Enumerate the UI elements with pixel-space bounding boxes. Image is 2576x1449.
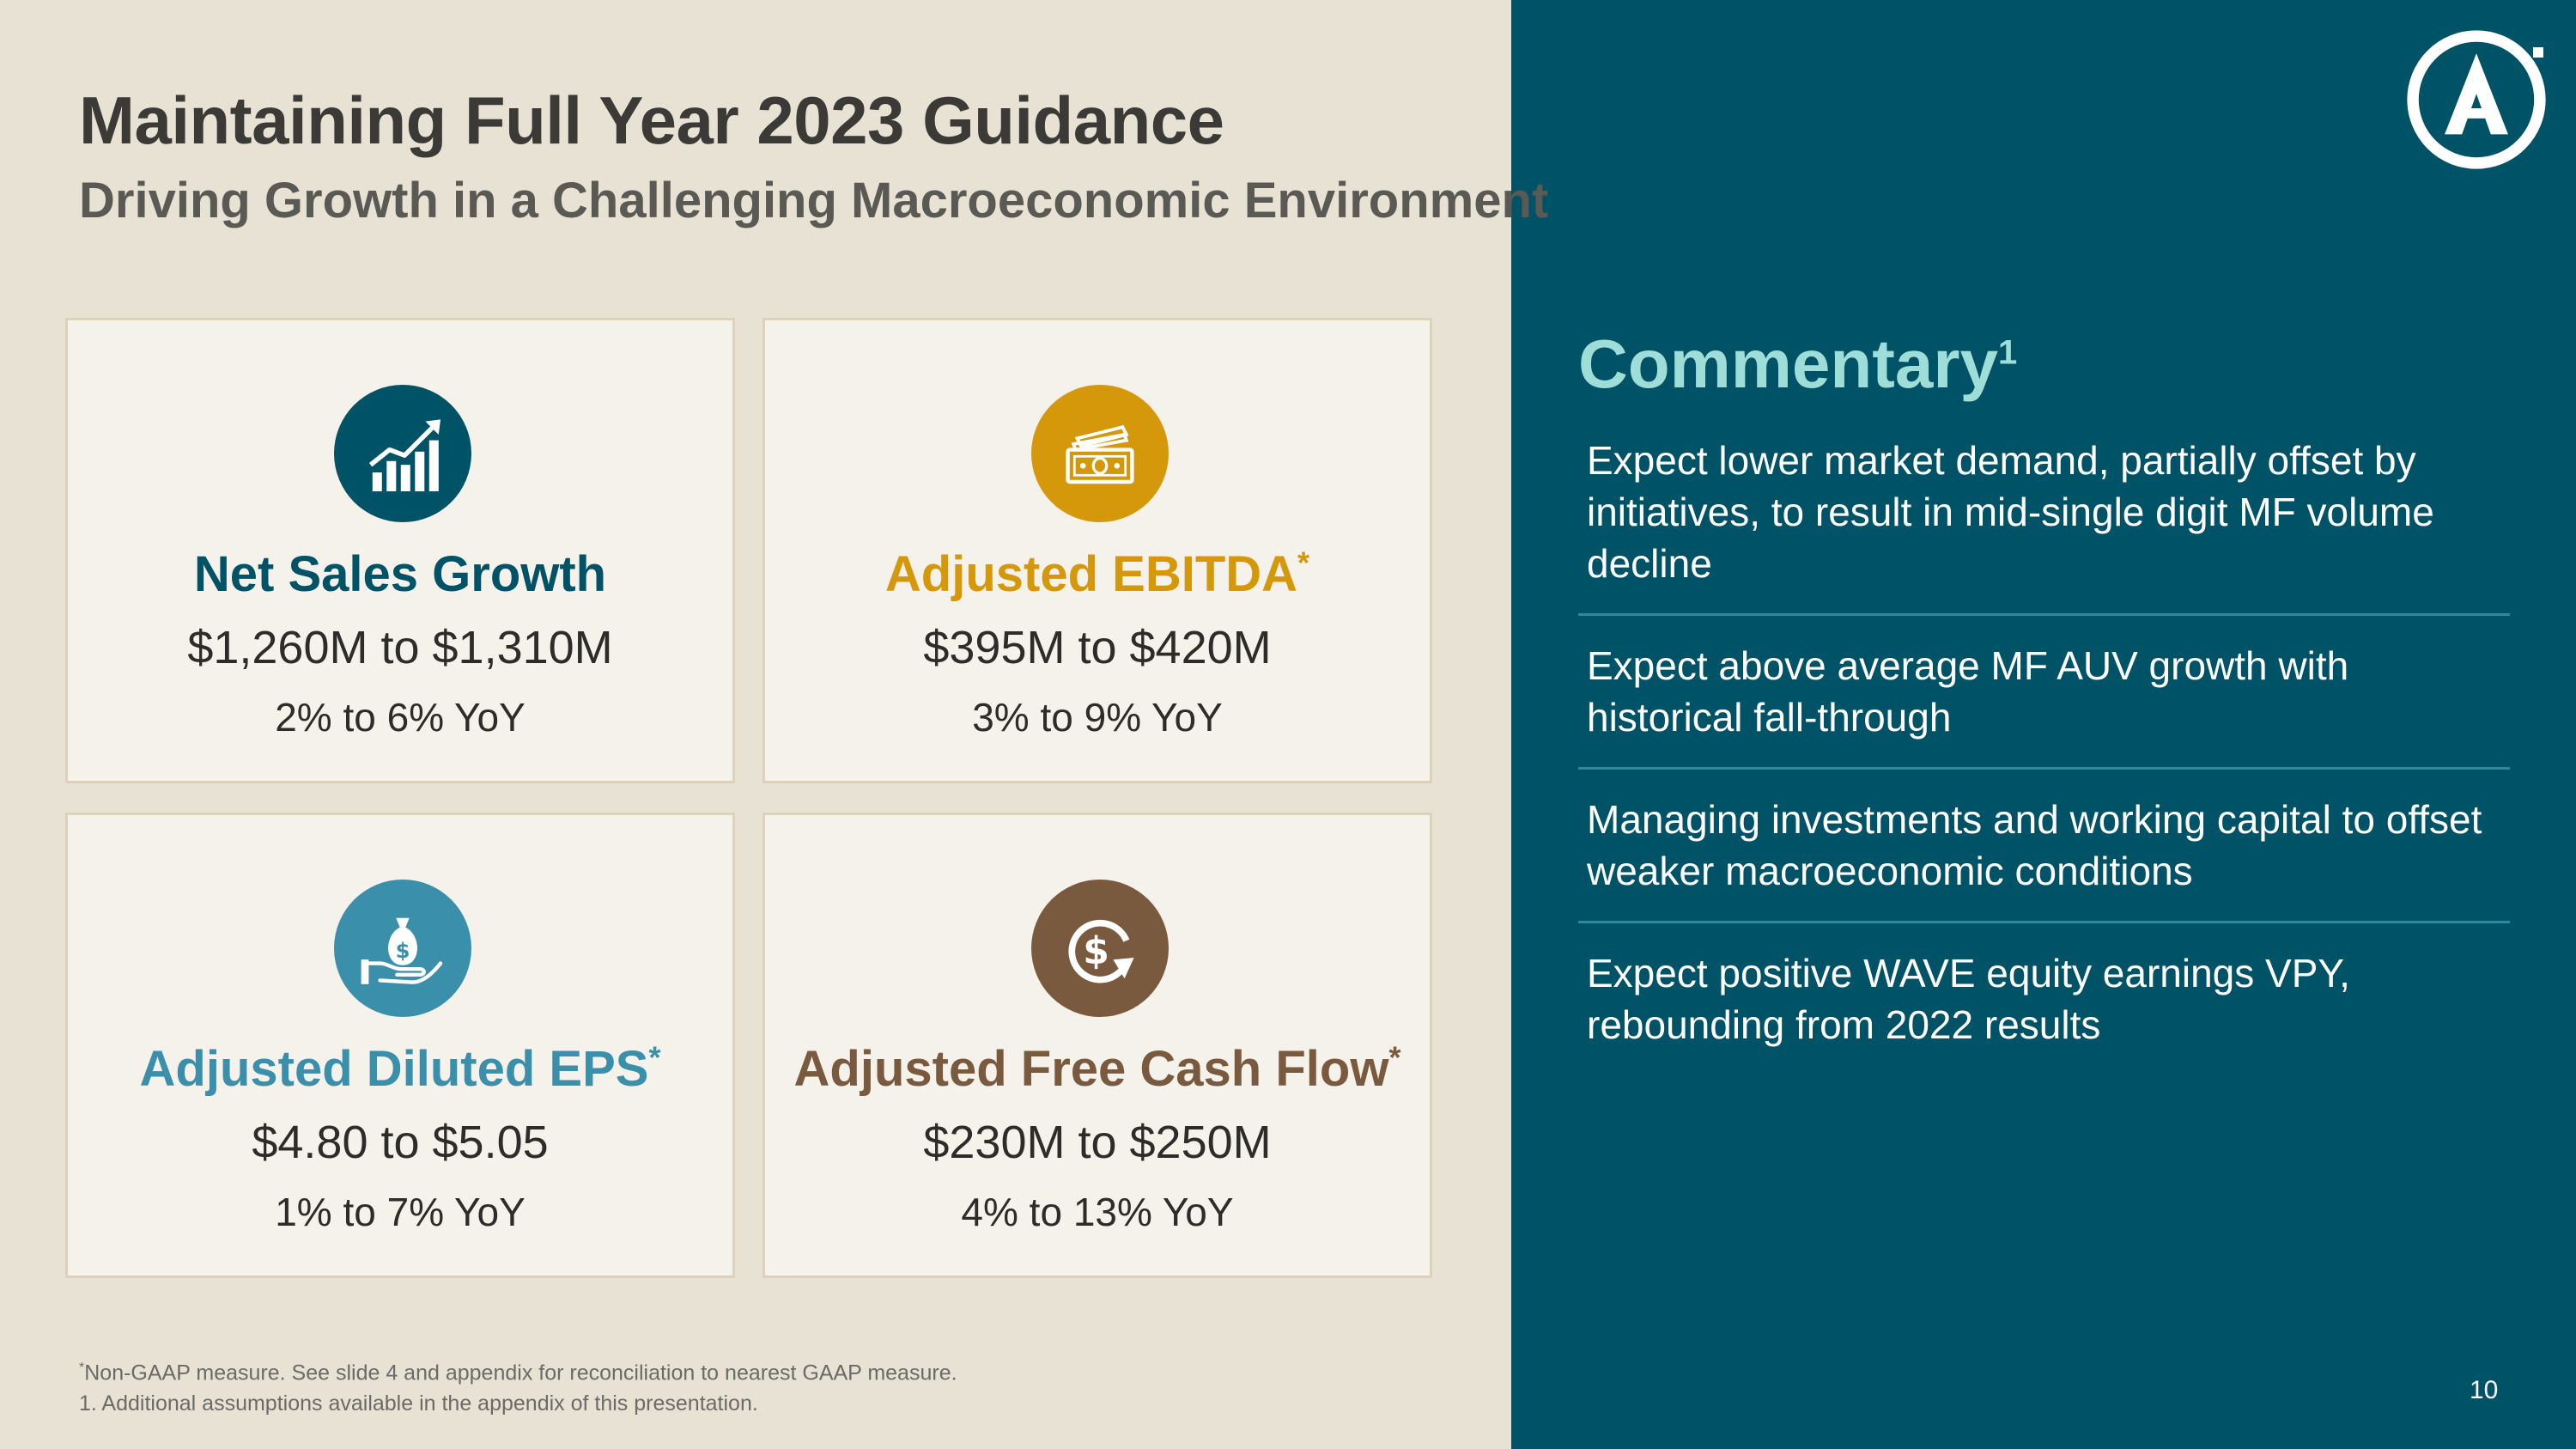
card-label: Adjusted Free Cash Flow* xyxy=(793,1039,1401,1097)
commentary-list: Expect lower market demand, partially of… xyxy=(1578,435,2510,1099)
page-title: Maintaining Full Year 2023 Guidance xyxy=(79,82,1224,158)
svg-text:$: $ xyxy=(396,939,410,963)
card-range: $395M to $420M xyxy=(923,622,1272,673)
card-label: Adjusted EBITDA* xyxy=(884,545,1310,602)
dollar-cycle-icon: $ xyxy=(1031,880,1169,1017)
adjusted-ebitda-card: Adjusted EBITDA* $395M to $420M 3% to 9%… xyxy=(762,318,1432,783)
card-label: Net Sales Growth xyxy=(193,546,607,602)
commentary-item: Managing investments and working capital… xyxy=(1578,794,2510,923)
page-number: 10 xyxy=(2470,1376,2499,1404)
commentary-item: Expect lower market demand, partially of… xyxy=(1578,435,2510,616)
cash-stack-icon xyxy=(1031,385,1169,522)
commentary-item: Expect positive WAVE equity earnings VPY… xyxy=(1587,951,2350,1047)
card-yoy: 2% to 6% YoY xyxy=(275,695,526,740)
growth-chart-icon xyxy=(334,385,471,522)
card-yoy: 3% to 9% YoY xyxy=(972,695,1223,740)
footnote-non-gaap: *Non-GAAP measure. See slide 4 and appen… xyxy=(79,1361,957,1385)
card-range: $4.80 to $5.05 xyxy=(252,1117,549,1168)
adjusted-free-cash-flow-card: $ Adjusted Free Cash Flow* $230M to $250… xyxy=(762,813,1432,1278)
card-range: $1,260M to $1,310M xyxy=(187,622,613,673)
card-yoy: 4% to 13% YoY xyxy=(961,1190,1234,1234)
net-sales-growth-card: Net Sales Growth $1,260M to $1,310M 2% t… xyxy=(65,318,735,783)
footnotes: *Non-GAAP measure. See slide 4 and appen… xyxy=(79,1353,957,1419)
money-bag-hand-icon: $ xyxy=(334,880,471,1017)
right-panel xyxy=(1511,0,2576,1449)
commentary-title: Commentary1 xyxy=(1578,326,2018,402)
adjusted-diluted-eps-card: $ Adjusted Diluted EPS* $4.80 to $5.05 1… xyxy=(65,813,735,1278)
company-logo-icon xyxy=(2407,30,2546,169)
commentary-item: Expect above average MF AUV growth with … xyxy=(1578,640,2510,770)
footnote-assumptions: 1. Additional assumptions available in t… xyxy=(79,1391,758,1416)
card-label: Adjusted Diluted EPS* xyxy=(139,1039,661,1097)
trademark-mark xyxy=(2533,47,2543,58)
card-yoy: 1% to 7% YoY xyxy=(275,1190,526,1234)
card-range: $230M to $250M xyxy=(923,1117,1272,1168)
page-subtitle: Driving Growth in a Challenging Macroeco… xyxy=(79,173,1549,228)
svg-text:$: $ xyxy=(1083,929,1109,973)
